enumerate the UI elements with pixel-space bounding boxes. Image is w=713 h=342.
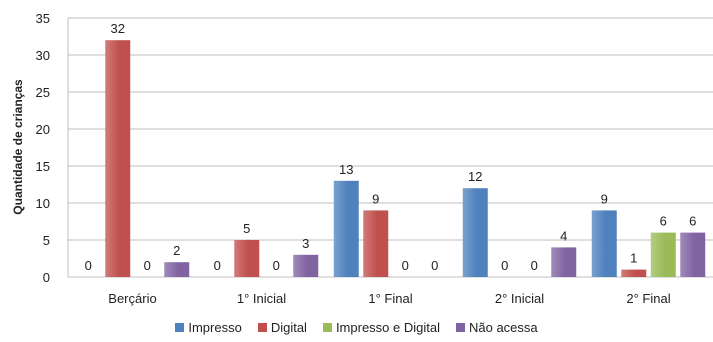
data-label: 0 (273, 258, 280, 273)
data-label: 12 (468, 169, 482, 184)
bar-impresso (462, 188, 488, 277)
data-label: 6 (660, 214, 667, 229)
data-label: 3 (302, 236, 309, 251)
legend: Impresso Digital Impresso e Digital Não ace… (0, 317, 713, 337)
y-tick-label: 0 (43, 270, 50, 285)
x-tick-label: 1° Final (368, 291, 412, 306)
x-tick-label: Berçário (108, 291, 156, 306)
data-label: 9 (601, 191, 608, 206)
data-label: 1 (630, 251, 637, 266)
legend-label: Digital (270, 319, 307, 335)
legend-label: Impresso (188, 319, 242, 335)
gridlines (67, 17, 713, 278)
data-label: 32 (111, 21, 125, 36)
data-label: 6 (689, 214, 696, 229)
y-tick-label: 30 (36, 48, 50, 63)
legend-item: Impresso e Digital (322, 319, 440, 335)
y-tick-label: 25 (36, 85, 50, 100)
y-tick-label: 5 (43, 233, 50, 248)
bar-digital (363, 210, 389, 277)
y-tick-label: 15 (36, 159, 50, 174)
bar-n-o-acessa (680, 232, 706, 277)
y-axis-label: Quantidade de crianças (11, 79, 25, 215)
data-label: 13 (339, 162, 353, 177)
data-label: 0 (531, 258, 538, 273)
legend-item: Digital (257, 319, 307, 335)
y-tick-label: 20 (36, 122, 50, 137)
data-label: 0 (144, 258, 151, 273)
legend-label: Impresso e Digital (335, 319, 440, 335)
data-label: 4 (560, 228, 567, 243)
data-label: 2 (173, 243, 180, 258)
legend-item: Não acessa (455, 319, 538, 335)
bar-n-o-acessa (293, 254, 319, 277)
bar-digital (621, 269, 647, 277)
legend-label: Não acessa (468, 319, 538, 335)
legend-swatch (455, 322, 465, 332)
bar-impresso (333, 180, 359, 277)
data-label: 0 (402, 258, 409, 273)
bar-impresso-e-digital (650, 232, 676, 277)
x-tick-label: 2° Inicial (495, 291, 544, 306)
bar-impresso (591, 210, 617, 277)
bar-digital (234, 240, 260, 277)
x-tick-label: 2° Final (626, 291, 670, 306)
x-tick-label: 1° Inicial (237, 291, 286, 306)
data-label: 0 (431, 258, 438, 273)
data-label: 9 (372, 191, 379, 206)
y-tick-label: 35 (36, 11, 50, 26)
data-label: 5 (243, 221, 250, 236)
y-tick-label: 10 (36, 196, 50, 211)
y-axis-ticks: 0 5 10 15 20 25 30 35 (36, 11, 50, 285)
legend-swatch (175, 322, 185, 332)
legend-swatch (322, 322, 332, 332)
legend-swatch (257, 322, 267, 332)
data-label: 0 (501, 258, 508, 273)
data-label: 0 (85, 258, 92, 273)
bars (105, 40, 706, 278)
bar-n-o-acessa (551, 247, 577, 277)
bar-digital (105, 40, 131, 278)
x-axis-ticks: Berçário 1° Inicial 1° Final 2° Inicial 2° F… (108, 291, 670, 306)
data-label: 0 (214, 258, 221, 273)
legend-item: Impresso (175, 319, 242, 335)
bar-n-o-acessa (164, 262, 190, 277)
data-labels: 0 32 0 2 0 5 0 3 13 9 0 0 12 0 0 4 9 1 6 6 (85, 21, 697, 273)
